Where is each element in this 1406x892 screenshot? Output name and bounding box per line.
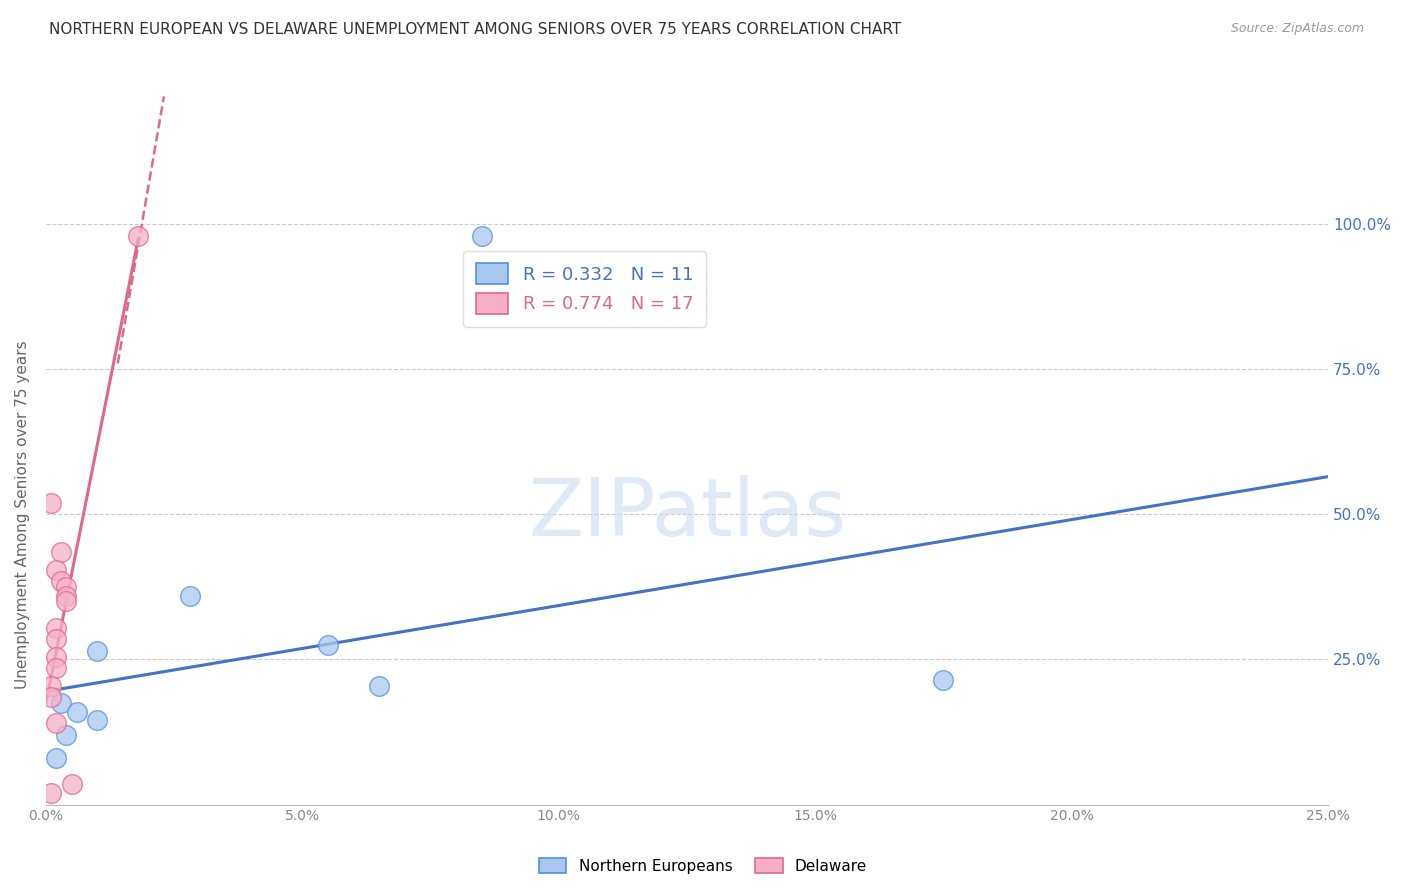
Text: ZIPatlas: ZIPatlas — [529, 475, 846, 553]
Point — [45, 716, 67, 731]
Point — [368, 679, 391, 693]
Point — [45, 632, 67, 647]
Text: NORTHERN EUROPEAN VS DELAWARE UNEMPLOYMENT AMONG SENIORS OVER 75 YEARS CORRELATI: NORTHERN EUROPEAN VS DELAWARE UNEMPLOYME… — [49, 22, 901, 37]
Legend: Northern Europeans, Delaware: Northern Europeans, Delaware — [533, 852, 873, 880]
Point — [45, 562, 67, 576]
Point — [39, 786, 62, 800]
Point — [51, 696, 73, 710]
Point — [66, 705, 89, 719]
Text: Source: ZipAtlas.com: Source: ZipAtlas.com — [1230, 22, 1364, 36]
Point — [51, 574, 73, 588]
Point — [127, 228, 149, 243]
Point — [932, 673, 955, 687]
Point — [45, 621, 67, 635]
Point — [39, 496, 62, 510]
Point — [55, 728, 77, 742]
Point — [45, 751, 67, 765]
Legend: R = 0.332   N = 11, R = 0.774   N = 17: R = 0.332 N = 11, R = 0.774 N = 17 — [463, 251, 706, 326]
Point — [316, 638, 339, 652]
Point — [39, 679, 62, 693]
Point — [179, 589, 201, 603]
Point — [51, 545, 73, 559]
Point — [39, 690, 62, 705]
Point — [86, 644, 108, 658]
Point — [86, 714, 108, 728]
Point — [55, 580, 77, 594]
Point — [55, 589, 77, 603]
Point — [45, 661, 67, 675]
Point — [55, 594, 77, 608]
Point — [45, 649, 67, 664]
Y-axis label: Unemployment Among Seniors over 75 years: Unemployment Among Seniors over 75 years — [15, 340, 30, 689]
Point — [60, 777, 83, 791]
Point — [471, 228, 494, 243]
